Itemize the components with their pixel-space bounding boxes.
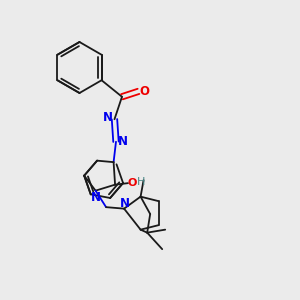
Text: O: O — [128, 178, 137, 188]
Text: N: N — [91, 191, 100, 204]
Text: N: N — [120, 197, 130, 210]
Text: H: H — [137, 177, 146, 187]
Text: N: N — [103, 111, 113, 124]
Text: O: O — [139, 85, 149, 98]
Text: N: N — [118, 135, 128, 148]
